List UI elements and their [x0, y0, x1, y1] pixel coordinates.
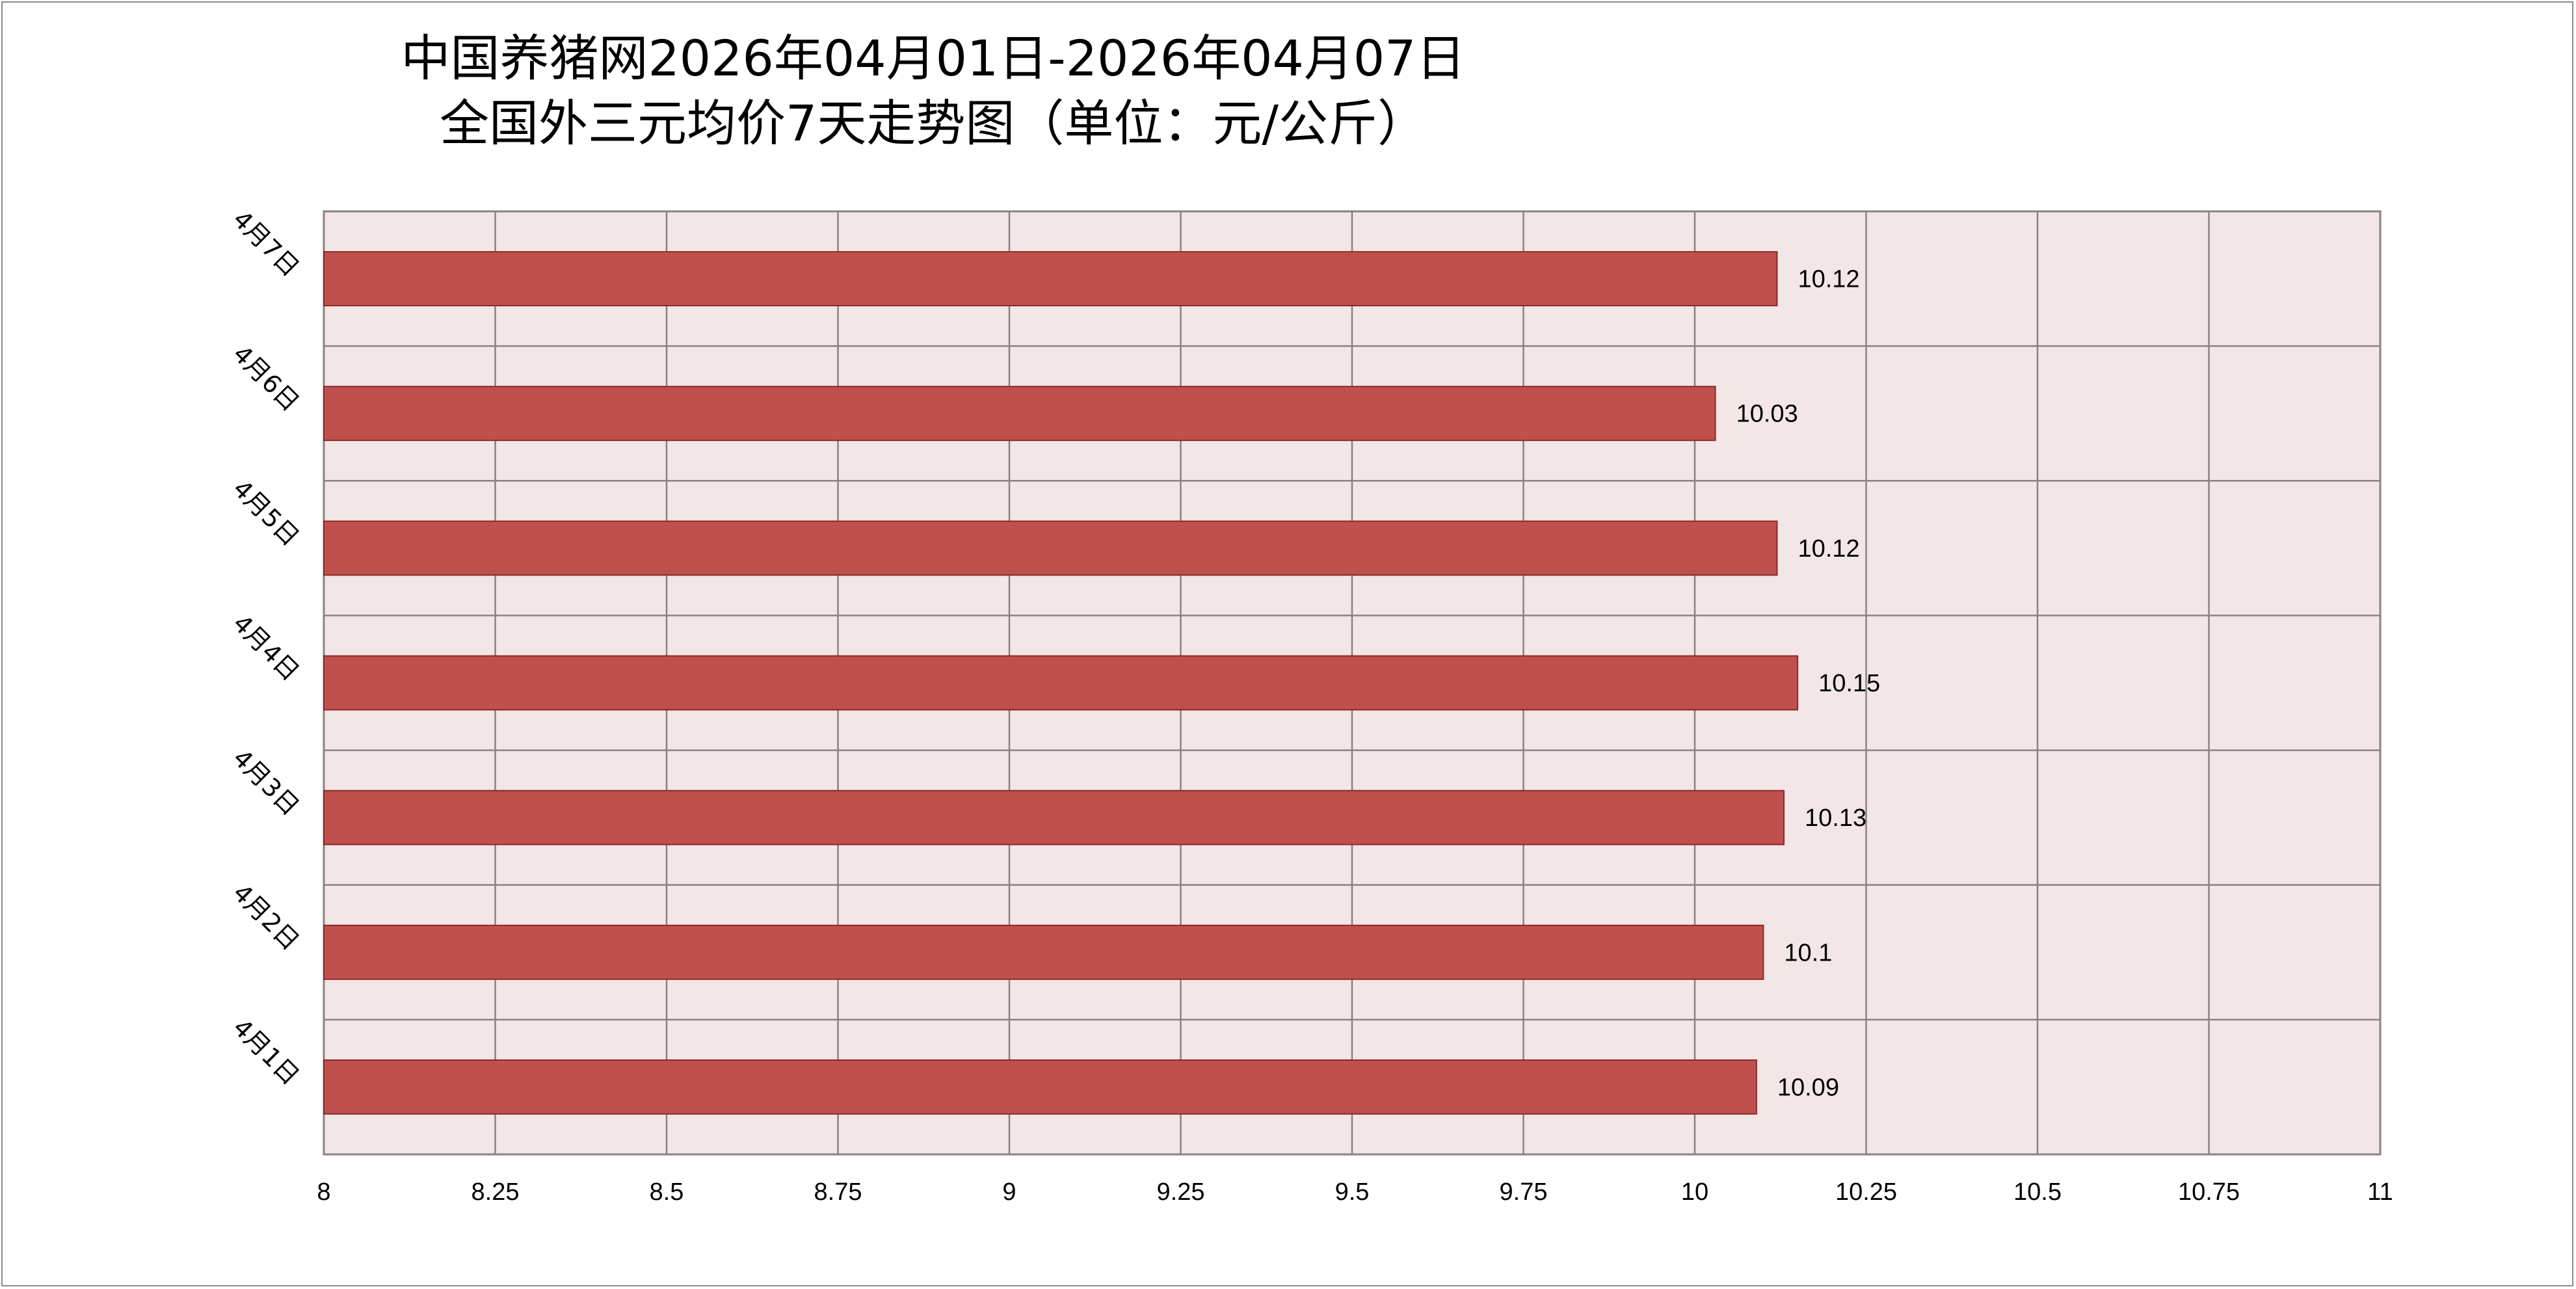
data-label: 10.1 [1784, 939, 1832, 966]
x-tick-label: 8.25 [471, 1178, 520, 1206]
data-label: 10.09 [1777, 1074, 1839, 1101]
x-tick-label: 8.5 [650, 1178, 684, 1206]
grid-lines [323, 210, 2382, 1156]
x-tick-label: 10 [1681, 1178, 1708, 1206]
x-tick-label: 9.75 [1500, 1178, 1548, 1206]
bar [323, 520, 1778, 576]
bar [323, 924, 1764, 980]
x-tick-label: 8.75 [814, 1178, 862, 1206]
x-tick-label: 9 [1002, 1178, 1016, 1206]
category-label: 4月6日 [228, 339, 305, 417]
bar [323, 251, 1778, 306]
x-tick-label: 11 [2367, 1178, 2393, 1206]
x-axis-ticks: 8 8.25 8.5 8.75 9 9.25 9.5 9.75 10 10.25 10.5 10.75… [317, 1178, 2393, 1206]
bar [323, 790, 1785, 845]
x-tick-label: 10.25 [1835, 1178, 1897, 1206]
x-tick-label: 10.75 [2178, 1178, 2240, 1206]
data-label: 10.03 [1736, 401, 1798, 428]
category-label: 4月4日 [228, 609, 305, 686]
data-label: 10.12 [1798, 266, 1859, 293]
category-label: 4月2日 [228, 879, 305, 956]
category-label: 4月3日 [228, 743, 305, 821]
data-label: 10.15 [1818, 670, 1880, 697]
chart-title-line-1: 中国养猪网2026年04月01日-2026年04月07日 [401, 29, 1466, 87]
x-tick-label: 8 [317, 1178, 330, 1206]
bar [323, 386, 1716, 442]
chart-title-line-2: 全国外三元均价7天走势图（单位：元/公斤） [440, 94, 1427, 152]
x-tick-label: 9.25 [1157, 1178, 1205, 1206]
chart-title: 中国养猪网2026年04月01日-2026年04月07日 全国外三元均价7天走势… [0, 26, 1866, 156]
x-tick-label: 9.5 [1335, 1178, 1370, 1206]
data-label: 10.12 [1798, 535, 1859, 563]
bar [323, 1059, 1757, 1115]
bar [323, 655, 1799, 711]
category-label: 4月5日 [228, 474, 305, 551]
data-label: 10.13 [1805, 804, 1866, 832]
category-label: 4月1日 [228, 1013, 305, 1091]
x-tick-label: 10.5 [2013, 1178, 2062, 1206]
data-labels: 10.12 10.03 10.12 10.15 10.13 10.1 10.09 [1736, 266, 1881, 1102]
y-axis-categories: 4月7日 4月6日 4月5日 4月4日 4月3日 4月2日 4月1日 [228, 205, 305, 1091]
bars [323, 251, 1799, 1115]
category-label: 4月7日 [228, 205, 305, 282]
